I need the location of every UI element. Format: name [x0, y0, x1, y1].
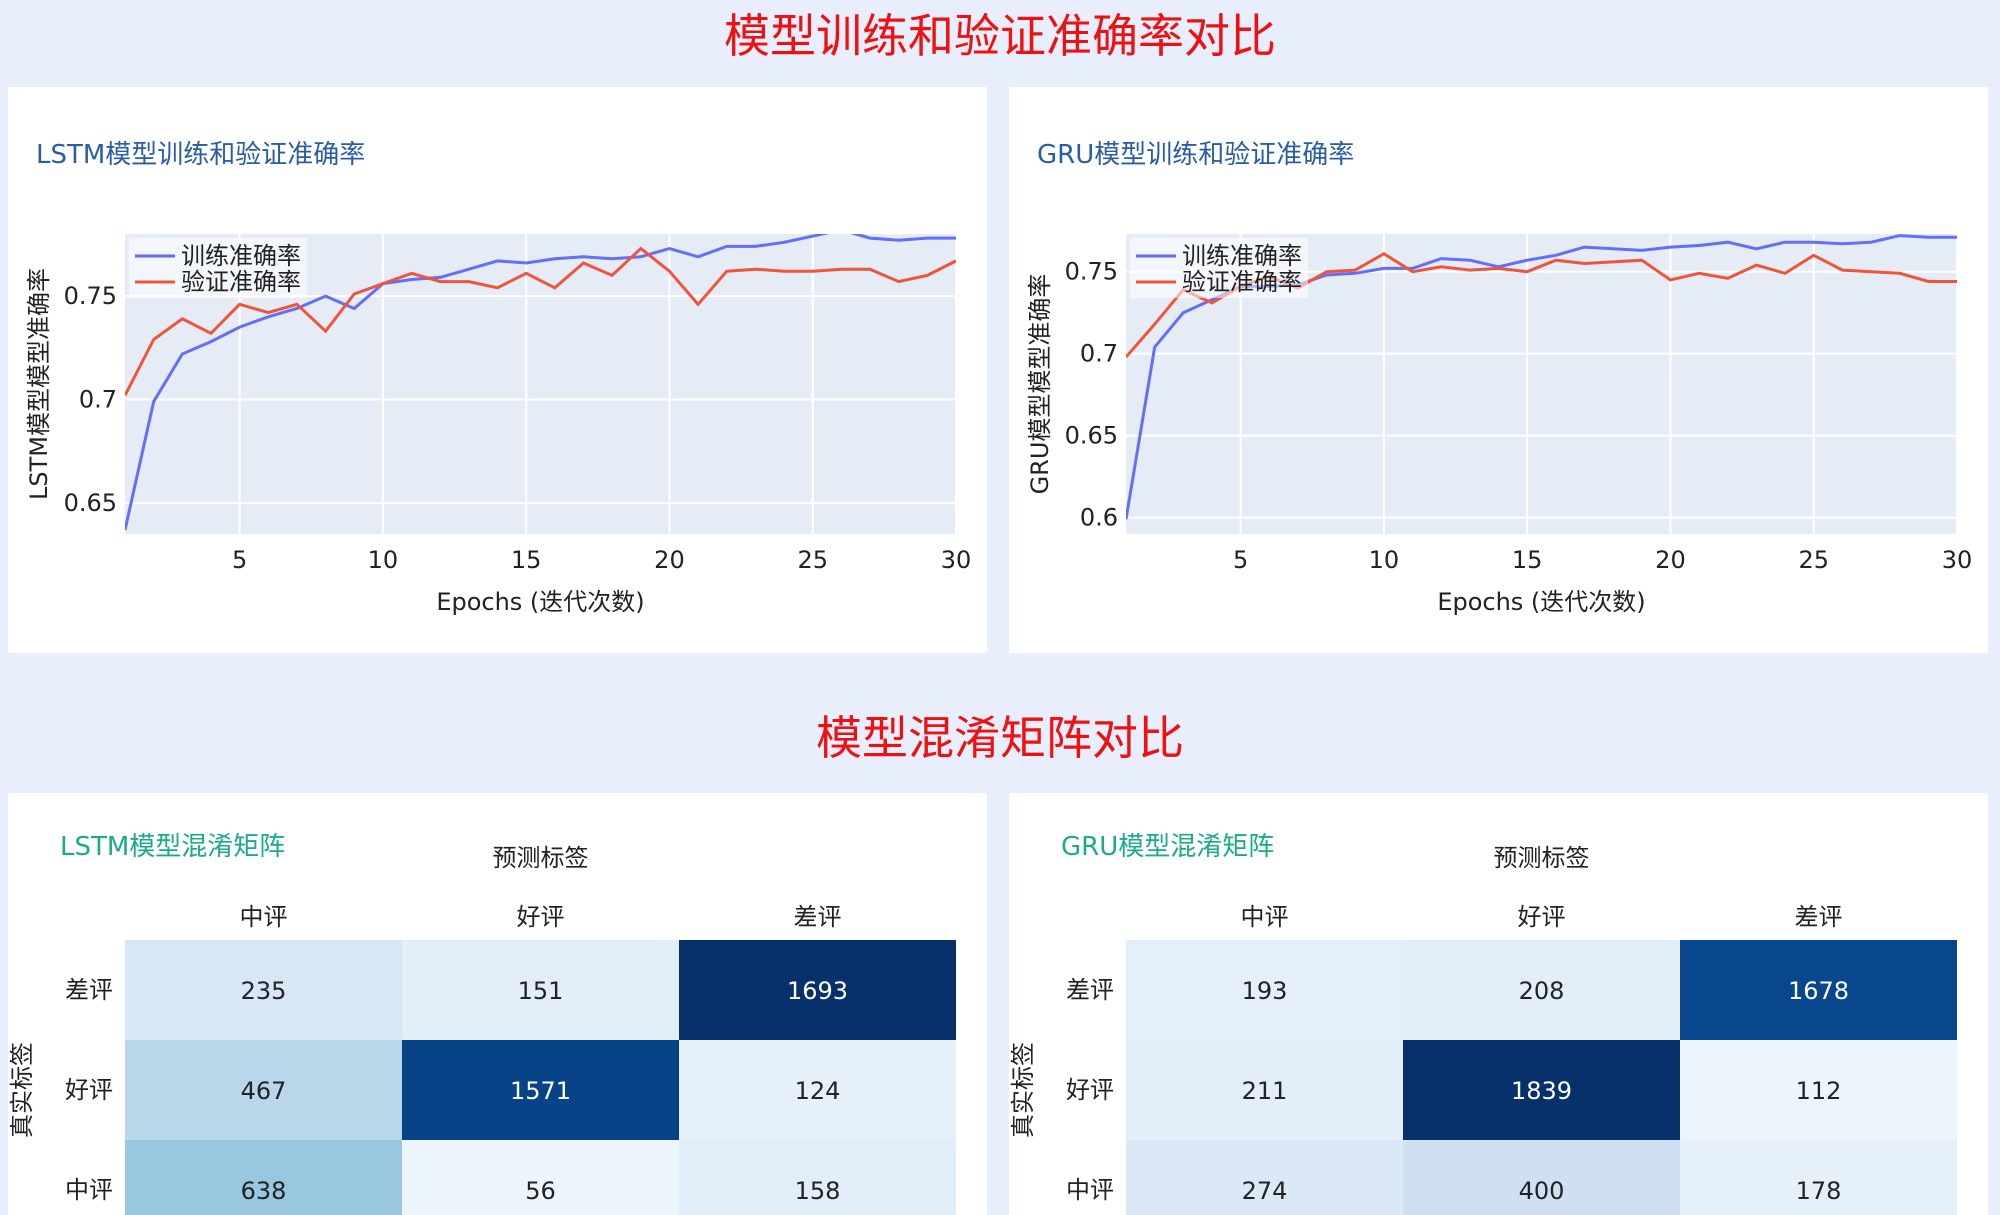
gru-cm-cell-value: 208 [1519, 977, 1565, 1005]
lstm-cm-y-axis-label: 真实标签 [8, 1042, 36, 1138]
gru-accuracy-chart: GRU模型训练和验证准确率 5 10 15 20 25 30 0.6 0.65 0.7 0.75 Ep… [1026, 140, 1973, 616]
gru-x-tick-label: 20 [1655, 546, 1686, 574]
gru-cm-y-category: 中评 [1066, 1176, 1114, 1204]
lstm-y-tick-label: 0.7 [79, 386, 117, 414]
gru-cm-cell [1126, 1040, 1403, 1140]
gru-cm-cell [1126, 1140, 1403, 1215]
gru-cm-cell-value: 178 [1796, 1177, 1842, 1205]
gru-cm-cell-value: 1678 [1788, 977, 1849, 1005]
lstm-cm-title: LSTM模型混淆矩阵 [60, 832, 285, 862]
lstm-confusion-panel: LSTM模型混淆矩阵 预测标签 中评 好评 差评 真实标签 差评 235 151 1693 好评 46… [8, 793, 987, 1215]
lstm-cm-cell [402, 1040, 679, 1140]
gru-x-tick-label: 25 [1798, 546, 1829, 574]
gru-cm-cell-value: 274 [1242, 1177, 1288, 1205]
lstm-cm-cell-value: 158 [795, 1177, 841, 1205]
gru-x-tick-label: 15 [1512, 546, 1543, 574]
lstm-x-tick-label: 5 [232, 546, 247, 574]
lstm-cm-cell [679, 1040, 956, 1140]
lstm-x-tick-label: 25 [797, 546, 828, 574]
gru-cm-title: GRU模型混淆矩阵 [1061, 832, 1274, 862]
lstm-legend-label: 训练准确率 [181, 242, 301, 270]
gru-cm-y-axis-label: 真实标签 [1009, 1042, 1037, 1138]
gru-cm-x-category: 好评 [1518, 903, 1566, 931]
lstm-cm-cell [402, 1140, 679, 1215]
gru-cm-cell [1403, 1040, 1680, 1140]
gru-cm-cell [1403, 940, 1680, 1040]
lstm-cm-cell [402, 940, 679, 1040]
lstm-cm-cell-value: 467 [241, 1077, 287, 1105]
lstm-chart-title: LSTM模型训练和验证准确率 [36, 140, 365, 170]
lstm-cm-cell [125, 940, 402, 1040]
lstm-series-val-line [125, 246, 956, 397]
gru-confusion-panel: GRU模型混淆矩阵 预测标签 中评 好评 差评 真实标签 差评 193 208 1678 好评 211… [1009, 793, 1988, 1215]
gru-cm-cell-value: 211 [1242, 1077, 1288, 1105]
lstm-series-train-line [125, 234, 956, 531]
lstm-x-tick-label: 30 [941, 546, 972, 574]
lstm-cm-y-category: 中评 [65, 1176, 113, 1204]
lstm-cm-cell [679, 1140, 956, 1215]
lstm-cm-cell-value: 235 [241, 977, 287, 1005]
lstm-cm-cell-value: 56 [525, 1177, 556, 1205]
lstm-cm-x-category: 中评 [240, 903, 288, 931]
lstm-cm-y-category: 差评 [65, 976, 113, 1004]
gru-legend-label: 验证准确率 [1182, 268, 1302, 296]
gru-cm-cell-value: 400 [1519, 1177, 1565, 1205]
gru-cm-x-axis-label: 预测标签 [1494, 844, 1590, 872]
lstm-cm-x-category: 差评 [794, 903, 842, 931]
lstm-x-axis-label: Epochs (迭代次数) [436, 588, 644, 616]
lstm-cm-cell [125, 1040, 402, 1140]
gru-cm-cell [1403, 1140, 1680, 1215]
gru-cm-cell-value: 112 [1796, 1077, 1842, 1105]
lstm-cm-cell-value: 151 [518, 977, 564, 1005]
lstm-cm-cell [125, 1140, 402, 1215]
lstm-x-tick-label: 20 [654, 546, 685, 574]
lstm-cm-cell-value: 638 [241, 1177, 287, 1205]
lstm-cm-x-axis-label: 预测标签 [493, 844, 589, 872]
lstm-cm-cell-value: 1571 [510, 1077, 571, 1105]
gru-cm-cell [1126, 940, 1403, 1040]
gru-x-axis-label: Epochs (迭代次数) [1437, 588, 1645, 616]
gru-cm-x-category: 中评 [1241, 903, 1289, 931]
gru-cm-cell-value: 1839 [1511, 1077, 1572, 1105]
gru-y-tick-label: 0.6 [1080, 504, 1118, 532]
lstm-legend-bg [129, 238, 307, 298]
lstm-cm-cell [679, 940, 956, 1040]
lstm-legend-label: 验证准确率 [181, 268, 301, 296]
gru-y-axis-label: GRU模型模型准确率 [1026, 274, 1054, 495]
gru-y-tick-label: 0.75 [1065, 258, 1118, 286]
gru-x-tick-label: 30 [1942, 546, 1973, 574]
lstm-y-tick-label: 0.65 [64, 489, 117, 517]
gru-cm-cell-value: 193 [1242, 977, 1288, 1005]
lstm-cm-x-category: 好评 [517, 903, 565, 931]
gru-cm-y-category: 差评 [1066, 976, 1114, 1004]
lstm-accuracy-chart: LSTM模型训练和验证准确率 5 10 15 20 25 30 0.65 0.7 0.75 Epoc… [25, 140, 972, 616]
gru-accuracy-panel: GRU模型训练和验证准确率 5 10 15 20 25 30 0.6 0.65 0.7 0.75 Ep… [1009, 87, 1988, 653]
lstm-x-tick-label: 10 [368, 546, 399, 574]
gru-y-tick-label: 0.65 [1065, 422, 1118, 450]
lstm-cm-y-category: 好评 [65, 1076, 113, 1104]
accuracy-section-title: 模型训练和验证准确率对比 [724, 9, 1276, 63]
gru-chart-title: GRU模型训练和验证准确率 [1037, 140, 1354, 170]
gru-x-tick-label: 5 [1233, 546, 1248, 574]
gru-legend-label: 训练准确率 [1182, 242, 1302, 270]
gru-legend-bg [1130, 238, 1308, 298]
gru-cm-cell [1680, 1140, 1957, 1215]
lstm-y-tick-label: 0.75 [64, 282, 117, 310]
gru-x-tick-label: 10 [1369, 546, 1400, 574]
lstm-y-axis-label: LSTM模型模型准确率 [25, 268, 53, 500]
lstm-accuracy-panel: LSTM模型训练和验证准确率 5 10 15 20 25 30 0.65 0.7 0.75 Epoc… [8, 87, 987, 653]
lstm-cm-cell-value: 124 [795, 1077, 841, 1105]
gru-cm-cell [1680, 940, 1957, 1040]
lstm-x-tick-label: 15 [511, 546, 542, 574]
gru-y-tick-label: 0.7 [1080, 340, 1118, 368]
gru-cm-x-category: 差评 [1795, 903, 1843, 931]
confusion-section-title: 模型混淆矩阵对比 [816, 711, 1184, 765]
lstm-cm-cell-value: 1693 [787, 977, 848, 1005]
gru-cm-cell [1680, 1040, 1957, 1140]
gru-cm-y-category: 好评 [1066, 1076, 1114, 1104]
